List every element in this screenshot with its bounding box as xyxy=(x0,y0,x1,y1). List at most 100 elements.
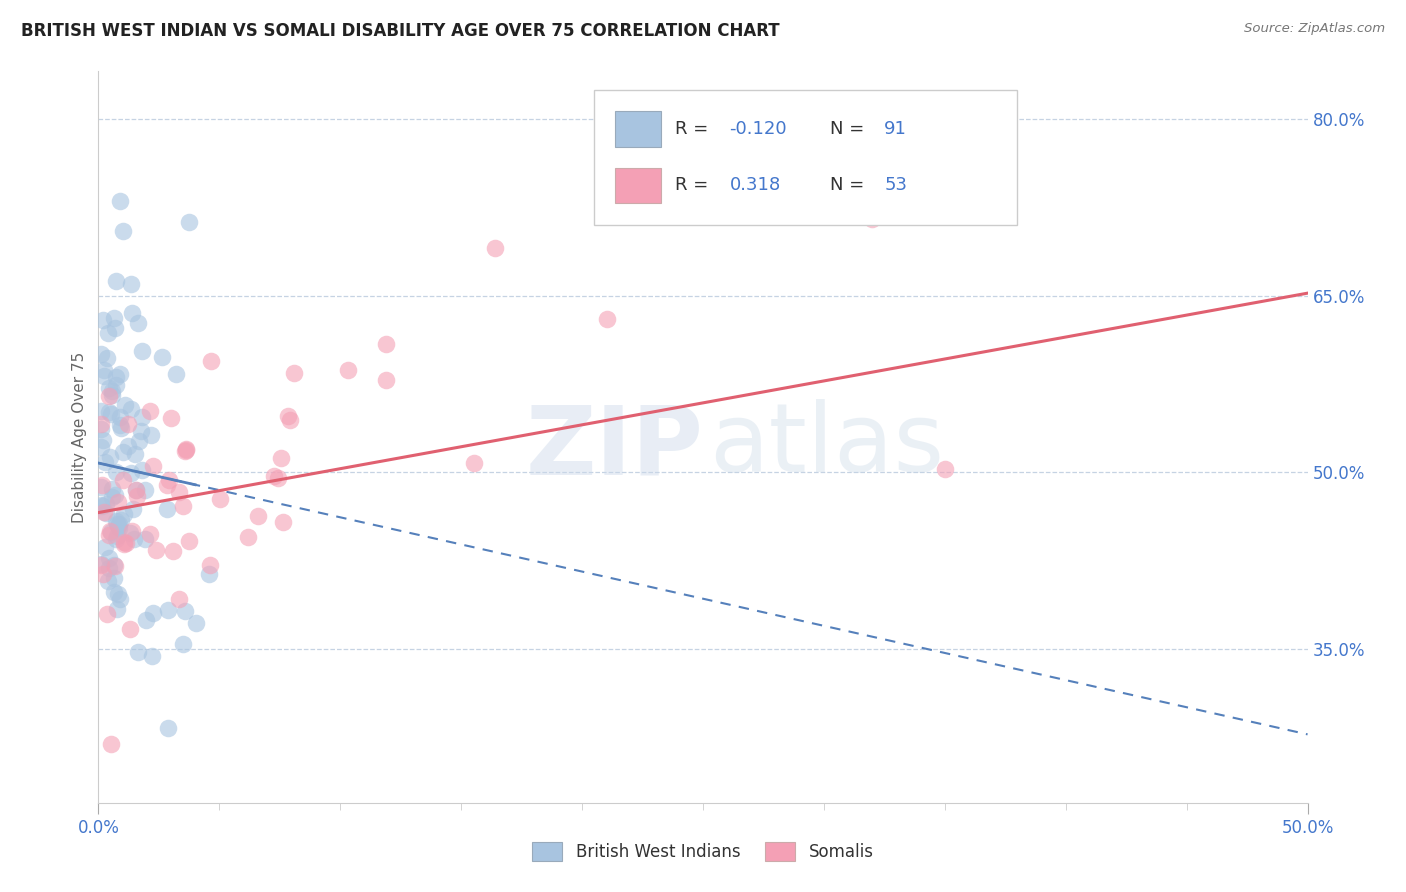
Point xyxy=(208,491,231,506)
Point xyxy=(141,648,163,663)
Point xyxy=(103,585,125,599)
Point xyxy=(93,363,115,377)
Point xyxy=(157,473,180,487)
Text: R =: R = xyxy=(675,120,714,138)
Point xyxy=(112,445,135,459)
Point xyxy=(107,495,129,509)
Point xyxy=(105,528,128,542)
Point xyxy=(110,513,132,527)
Point xyxy=(142,606,165,620)
Point xyxy=(595,312,617,326)
Point xyxy=(94,497,117,511)
Point xyxy=(174,442,197,456)
Point xyxy=(90,498,112,512)
Point xyxy=(131,343,153,358)
Point xyxy=(117,439,139,453)
Point xyxy=(90,480,112,494)
Point xyxy=(122,502,145,516)
Point xyxy=(127,317,149,331)
Point xyxy=(97,326,120,341)
Point xyxy=(101,482,124,496)
Point xyxy=(97,574,120,588)
Point xyxy=(120,622,142,636)
Point xyxy=(103,488,125,502)
Text: N =: N = xyxy=(830,177,870,194)
Point xyxy=(108,417,131,432)
Point xyxy=(90,558,112,572)
Point xyxy=(278,413,301,427)
Point xyxy=(169,591,191,606)
Point xyxy=(114,508,136,522)
Point xyxy=(98,524,121,539)
FancyBboxPatch shape xyxy=(614,112,661,147)
Y-axis label: Disability Age Over 75: Disability Age Over 75 xyxy=(72,351,87,523)
Point xyxy=(105,274,128,288)
FancyBboxPatch shape xyxy=(614,168,661,203)
Point xyxy=(277,409,299,424)
Point xyxy=(90,417,112,432)
Point xyxy=(101,384,124,398)
Point xyxy=(108,410,131,425)
Legend: British West Indians, Somalis: British West Indians, Somalis xyxy=(526,835,880,868)
Point xyxy=(142,459,165,474)
Text: Source: ZipAtlas.com: Source: ZipAtlas.com xyxy=(1244,22,1385,36)
Point xyxy=(156,478,179,492)
Point xyxy=(169,485,191,500)
Point xyxy=(141,427,163,442)
Text: N =: N = xyxy=(830,120,870,138)
Point xyxy=(247,508,270,523)
Point xyxy=(94,455,117,469)
Point xyxy=(131,463,153,477)
Point xyxy=(139,527,162,541)
Point xyxy=(96,506,118,520)
Point xyxy=(93,368,115,383)
Point xyxy=(94,540,117,554)
Point xyxy=(198,567,221,582)
Point xyxy=(267,471,290,485)
Point xyxy=(263,469,285,483)
Point xyxy=(112,474,135,488)
Point xyxy=(97,405,120,419)
Point xyxy=(463,456,485,470)
Point xyxy=(105,465,128,479)
Point xyxy=(118,525,141,540)
Point xyxy=(125,483,148,497)
Point xyxy=(139,404,162,418)
Point xyxy=(100,408,122,422)
Point xyxy=(108,367,131,381)
Point xyxy=(484,241,506,255)
Text: atlas: atlas xyxy=(709,400,945,492)
Point xyxy=(176,442,198,457)
Point xyxy=(128,434,150,448)
Point xyxy=(107,521,129,535)
Point xyxy=(93,505,115,519)
Point xyxy=(91,313,114,327)
Point xyxy=(112,534,135,549)
Point xyxy=(174,444,197,458)
Point xyxy=(131,409,153,424)
Point xyxy=(117,417,139,432)
Point xyxy=(104,369,127,384)
Point xyxy=(162,544,184,558)
Point xyxy=(90,422,112,436)
Point xyxy=(165,368,187,382)
Point xyxy=(120,401,142,416)
Point xyxy=(179,533,201,548)
Point xyxy=(100,388,122,402)
Point xyxy=(104,559,127,574)
Point xyxy=(90,346,112,360)
Point xyxy=(91,566,114,581)
Point xyxy=(111,224,134,238)
Point xyxy=(145,543,167,558)
Point xyxy=(120,466,142,480)
Point xyxy=(98,389,121,403)
Point xyxy=(860,211,883,226)
Point xyxy=(157,721,180,735)
Point xyxy=(98,450,121,464)
Point xyxy=(91,433,114,447)
Point xyxy=(121,524,143,538)
Point xyxy=(134,533,156,547)
Point xyxy=(103,571,125,585)
Text: BRITISH WEST INDIAN VS SOMALI DISABILITY AGE OVER 75 CORRELATION CHART: BRITISH WEST INDIAN VS SOMALI DISABILITY… xyxy=(21,22,780,40)
Point xyxy=(160,411,183,425)
